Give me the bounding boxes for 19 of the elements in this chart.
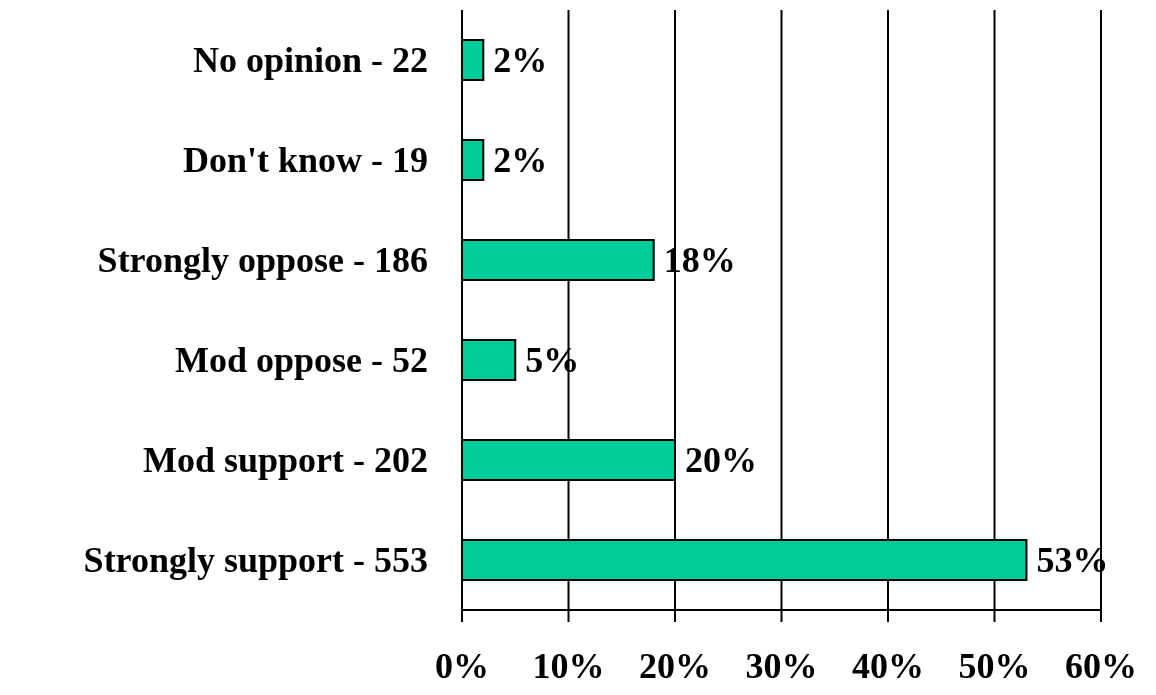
y-tick-label: Mod support - 202	[142, 440, 428, 480]
data-label: 2%	[493, 40, 548, 80]
bar	[462, 39, 485, 81]
data-label: 2%	[493, 140, 548, 180]
y-tick-label: Mod oppose - 52	[174, 340, 428, 380]
x-tick-label: 30%	[745, 646, 818, 686]
y-tick-label: No opinion - 22	[192, 40, 428, 80]
x-tick-label: 50%	[958, 646, 1031, 686]
y-tick-label: Strongly oppose - 186	[97, 240, 428, 280]
x-tick-label: 60%	[1065, 646, 1137, 686]
x-tick-label: 0%	[435, 646, 489, 686]
x-tick-label: 10%	[532, 646, 605, 686]
bar	[462, 139, 485, 181]
y-tick-label: Strongly support - 553	[83, 540, 428, 580]
bar	[462, 339, 517, 381]
y-tick-label: Don't know - 19	[182, 140, 428, 180]
x-tick-label: 20%	[639, 646, 711, 686]
x-tick-label: 40%	[852, 646, 924, 686]
data-label: 20%	[685, 440, 757, 480]
